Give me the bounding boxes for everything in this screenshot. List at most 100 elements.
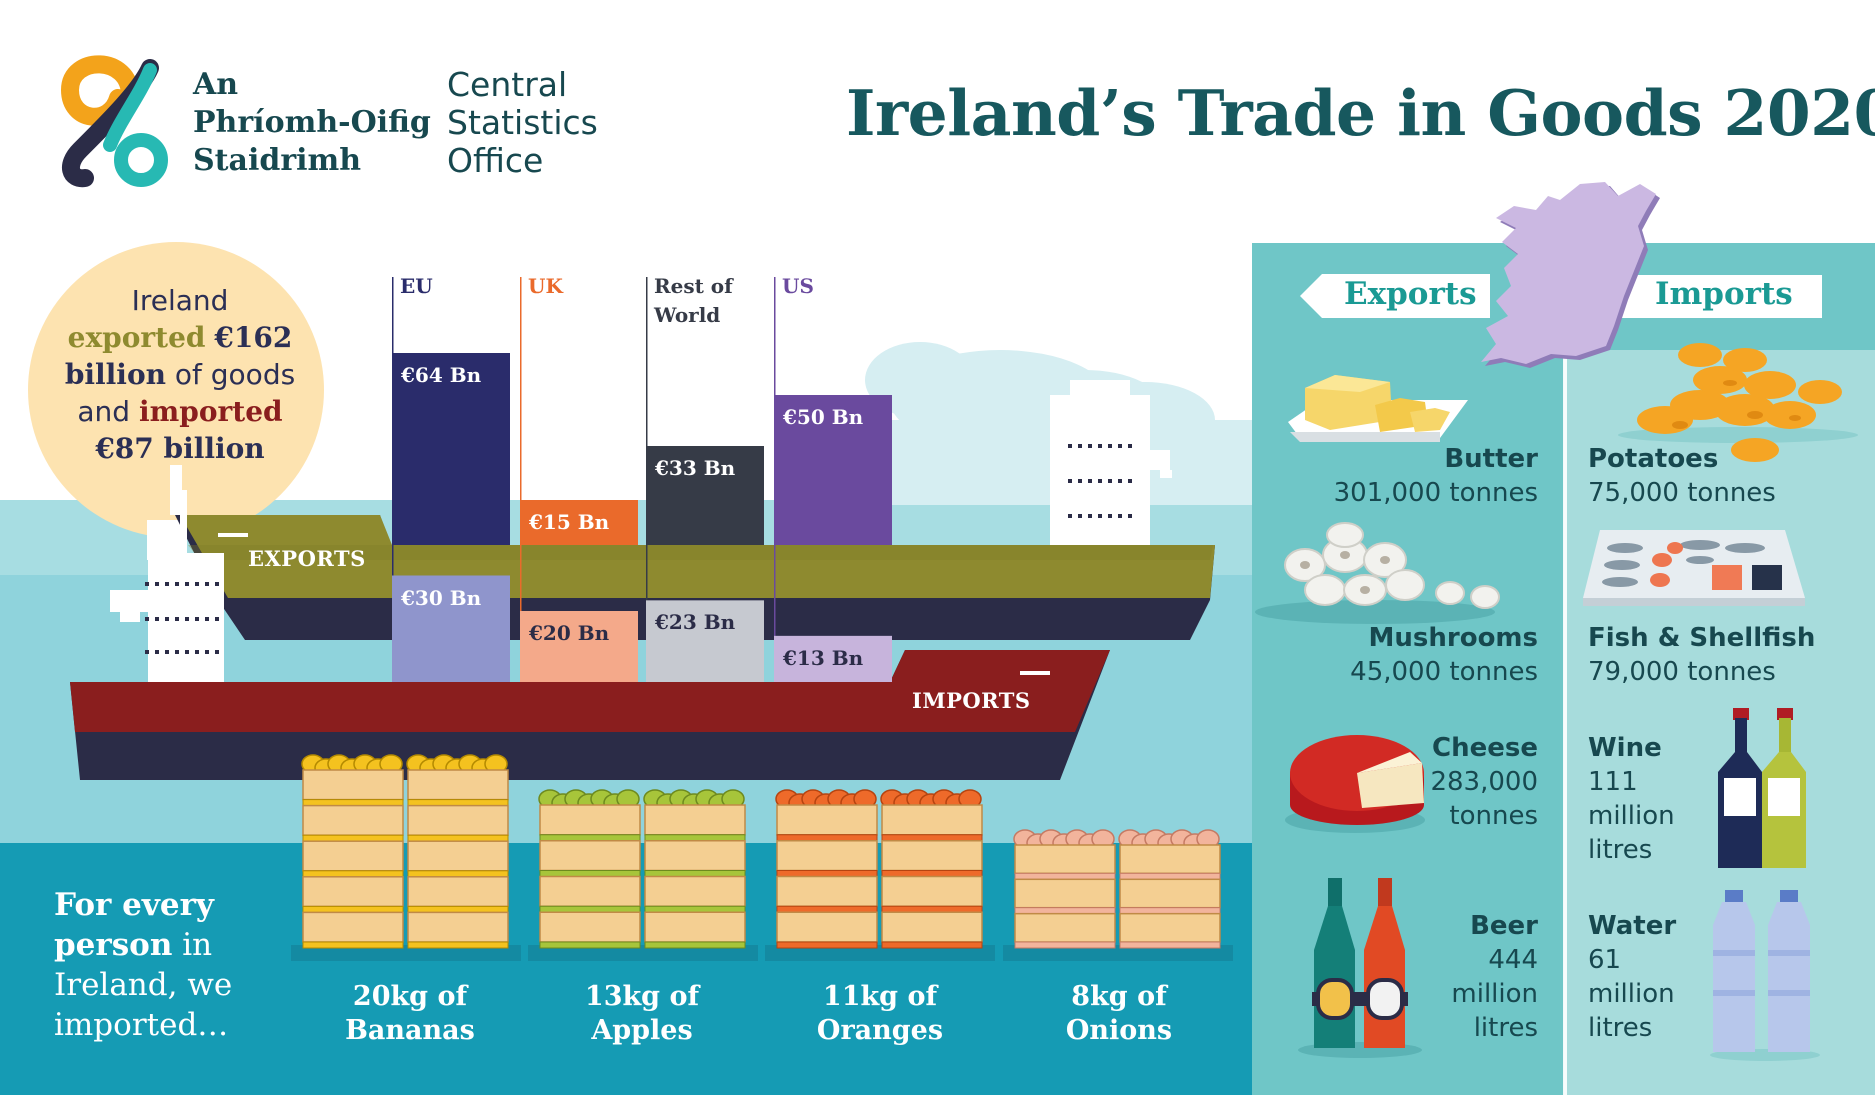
- summary-of-goods: of goods: [174, 358, 296, 391]
- product-value: 75,000 tonnes: [1588, 478, 1776, 508]
- import-item-wine: Wine 111 million litres: [1588, 731, 1708, 867]
- percap-line: imported…: [54, 1007, 229, 1043]
- fruit-crates: [291, 754, 1233, 961]
- import-value-label: €13 Bn: [783, 645, 864, 670]
- product-value: 444: [1488, 945, 1538, 975]
- logo-irish-line: Staidrimh: [193, 143, 362, 178]
- category-label-line: World: [654, 303, 721, 327]
- cso-logo-icon: [60, 55, 168, 188]
- fruit-label-oranges: 11kg of Oranges: [775, 980, 985, 1048]
- import-bar: [646, 600, 764, 682]
- product-name: Potatoes: [1588, 444, 1719, 474]
- fruit-amount: 8kg of: [1071, 981, 1167, 1012]
- percap-line: Ireland, we: [54, 967, 233, 1003]
- export-value-label: €15 Bn: [529, 510, 610, 534]
- exports-heading: Exports: [1344, 276, 1477, 312]
- product-value: tonnes: [1449, 801, 1538, 831]
- category-label-line: Rest of: [654, 274, 733, 298]
- logo-irish-name: An Phríomh-Oifig Staidrimh: [193, 66, 431, 180]
- exports-ship-label: EXPORTS: [248, 546, 366, 571]
- export-bar: [774, 395, 892, 545]
- mushrooms-icon: [1255, 522, 1500, 624]
- beer-bottles-icon: [1298, 878, 1422, 1058]
- wine-bottles-icon: [1718, 708, 1806, 868]
- import-item-water: Water 61 million litres: [1588, 909, 1708, 1045]
- logo-english-line: Office: [447, 141, 544, 180]
- page-title: Ireland’s Trade in Goods 2020: [846, 76, 1875, 150]
- export-item-mushrooms: Mushrooms 45,000 tonnes: [1300, 621, 1538, 689]
- product-name: Wine: [1588, 733, 1662, 763]
- product-value: litres: [1588, 835, 1653, 865]
- import-value-label: €23 Bn: [655, 610, 736, 635]
- fruit-name: Apples: [591, 1015, 693, 1046]
- import-bar: [392, 575, 510, 682]
- export-item-butter: Butter 301,000 tonnes: [1300, 442, 1538, 510]
- summary-billion-word: billion: [64, 358, 166, 391]
- import-item-potatoes: Potatoes 75,000 tonnes: [1588, 442, 1828, 510]
- fruit-label-onions: 8kg of Onions: [1014, 980, 1224, 1048]
- product-name: Fish & Shellfish: [1588, 623, 1816, 653]
- product-value: 61: [1588, 945, 1622, 975]
- summary-imported-value: €87 billion: [95, 432, 265, 465]
- export-bar: [646, 446, 764, 545]
- fruit-amount: 13kg of: [584, 981, 700, 1012]
- product-value: 79,000 tonnes: [1588, 657, 1776, 687]
- logo-english-name: Central Statistics Office: [447, 66, 598, 180]
- summary-circle: [28, 242, 324, 538]
- logo-english-line: Statistics: [447, 103, 598, 142]
- summary-line: Ireland: [131, 284, 229, 317]
- trade-bar-chart: [392, 277, 892, 682]
- banana-crate-icon: [291, 754, 521, 961]
- product-value: 301,000 tonnes: [1333, 478, 1538, 508]
- summary-exported-word: exported: [67, 321, 206, 354]
- summary-imported-word: imported: [138, 395, 283, 428]
- export-bar: [392, 353, 510, 545]
- import-bar: [520, 611, 638, 682]
- category-label-line: US: [782, 274, 814, 298]
- orange-crate-icon: [765, 789, 995, 961]
- export-value-label: €33 Bn: [655, 456, 736, 480]
- imports-heading: Imports: [1655, 276, 1793, 312]
- fish-tray-icon: [1583, 530, 1805, 606]
- imports-ship-label: IMPORTS: [912, 688, 1031, 713]
- apple-crate-icon: [528, 789, 758, 961]
- product-name: Butter: [1444, 444, 1538, 474]
- export-item-beer: Beer 444 million litres: [1400, 909, 1538, 1045]
- category-divider: [520, 277, 522, 682]
- summary-exported-value: €162: [214, 321, 293, 354]
- potatoes-icon: [1618, 343, 1858, 462]
- water-bottles-icon: [1710, 890, 1820, 1061]
- import-bar: [774, 635, 892, 682]
- logo-english-line: Central: [447, 65, 568, 104]
- per-capita-intro: For every person in Ireland, we imported…: [54, 885, 232, 1045]
- product-value: 45,000 tonnes: [1350, 657, 1538, 687]
- fruit-name: Bananas: [345, 1015, 475, 1046]
- product-value: million: [1588, 801, 1675, 831]
- export-item-cheese: Cheese 283,000 tonnes: [1400, 731, 1538, 833]
- logo-irish-line: Phríomh-Oifig: [193, 105, 431, 140]
- fruit-name: Oranges: [816, 1015, 944, 1046]
- import-value-label: €30 Bn: [401, 585, 482, 610]
- product-value: 283,000: [1430, 767, 1538, 797]
- fruit-amount: 11kg of: [822, 981, 938, 1012]
- fruit-name: Onions: [1065, 1015, 1173, 1046]
- fruit-label-bananas: 20kg of Bananas: [305, 980, 515, 1048]
- export-bar: [520, 500, 638, 545]
- category-label: UK: [528, 272, 563, 301]
- fruit-amount: 20kg of: [352, 981, 468, 1012]
- product-value: 111: [1588, 767, 1638, 797]
- product-value: million: [1588, 979, 1675, 1009]
- product-name: Cheese: [1432, 733, 1538, 763]
- export-value-label: €50 Bn: [783, 405, 864, 429]
- product-value: litres: [1473, 1013, 1538, 1043]
- import-value-label: €20 Bn: [529, 621, 610, 645]
- category-label: EU: [400, 272, 433, 301]
- category-label: Rest of World: [654, 272, 733, 330]
- onion-crate-icon: [1003, 829, 1233, 961]
- percap-in: in: [172, 927, 213, 963]
- category-label-line: UK: [528, 274, 563, 298]
- import-ship: [70, 490, 1110, 780]
- fruit-label-apples: 13kg of Apples: [537, 980, 747, 1048]
